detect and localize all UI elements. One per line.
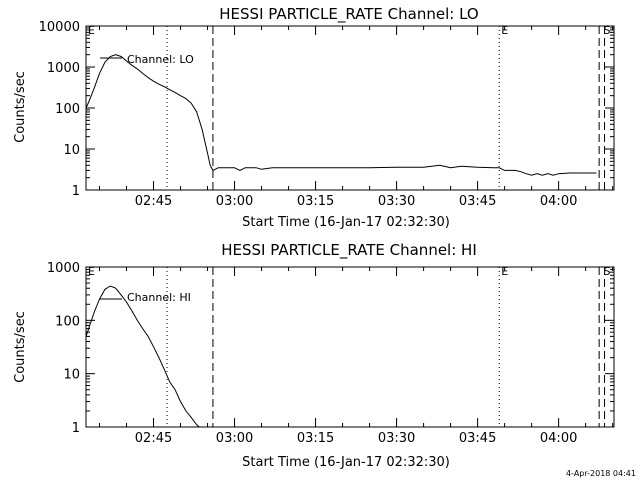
x-tick-label: 04:00 — [540, 194, 577, 209]
legend-label-lo: Channel: LO — [127, 53, 194, 66]
footer-timestamp: 4-Apr-2018 04:41 — [566, 469, 636, 478]
event-marker-label: E — [88, 265, 95, 278]
plot-frame — [85, 25, 615, 191]
x-axis-label-lo: Start Time (16-Jan-17 02:32:30) — [242, 215, 450, 230]
x-tick-label: 03:00 — [216, 431, 253, 446]
y-tick-label: 10000 — [39, 20, 80, 35]
y-axis-label-hi: Counts/sec — [13, 311, 28, 383]
y-tick-label: 1 — [72, 421, 80, 436]
event-marker-label: E — [88, 24, 95, 37]
x-tick-label: 02:45 — [135, 431, 172, 446]
y-tick-label: 1000 — [47, 261, 80, 276]
x-tick-label: 03:15 — [297, 431, 334, 446]
y-tick-label: 10 — [63, 368, 80, 383]
x-tick-label: 03:30 — [378, 431, 415, 446]
event-marker-label: E — [501, 265, 508, 278]
plot-frame — [85, 266, 615, 428]
event-marker-label: E — [501, 24, 508, 37]
x-tick-label: 03:15 — [297, 194, 334, 209]
x-tick-label: 04:00 — [540, 431, 577, 446]
event-marker-label: S — [604, 265, 611, 278]
x-tick-label: 03:00 — [216, 194, 253, 209]
chart-title-hi: HESSI PARTICLE_RATE Channel: HI — [221, 241, 477, 260]
x-tick-label: 02:45 — [135, 194, 172, 209]
chart-panel-hi: HESSI PARTICLE_RATE Channel: HI Counts/s… — [13, 241, 615, 470]
series-line — [86, 285, 200, 427]
y-tick-label: 10 — [63, 143, 80, 158]
x-tick-label: 03:45 — [459, 194, 496, 209]
y-tick-label: 1000 — [47, 61, 80, 76]
series-line — [86, 54, 597, 176]
y-tick-label: 100 — [55, 102, 80, 117]
chart-title-lo: HESSI PARTICLE_RATE Channel: LO — [219, 5, 478, 24]
legend-label-hi: Channel: HI — [127, 291, 191, 304]
y-axis-label-lo: Counts/sec — [13, 71, 28, 143]
x-axis-label-hi: Start Time (16-Jan-17 02:32:30) — [242, 455, 450, 470]
x-tick-label: 03:30 — [378, 194, 415, 209]
x-tick-label: 03:45 — [459, 431, 496, 446]
event-marker-label: S — [604, 24, 611, 37]
chart-panel-lo: HESSI PARTICLE_RATE Channel: LO Counts/s… — [13, 5, 615, 230]
y-tick-label: 100 — [55, 314, 80, 329]
y-tick-label: 1 — [72, 184, 80, 199]
